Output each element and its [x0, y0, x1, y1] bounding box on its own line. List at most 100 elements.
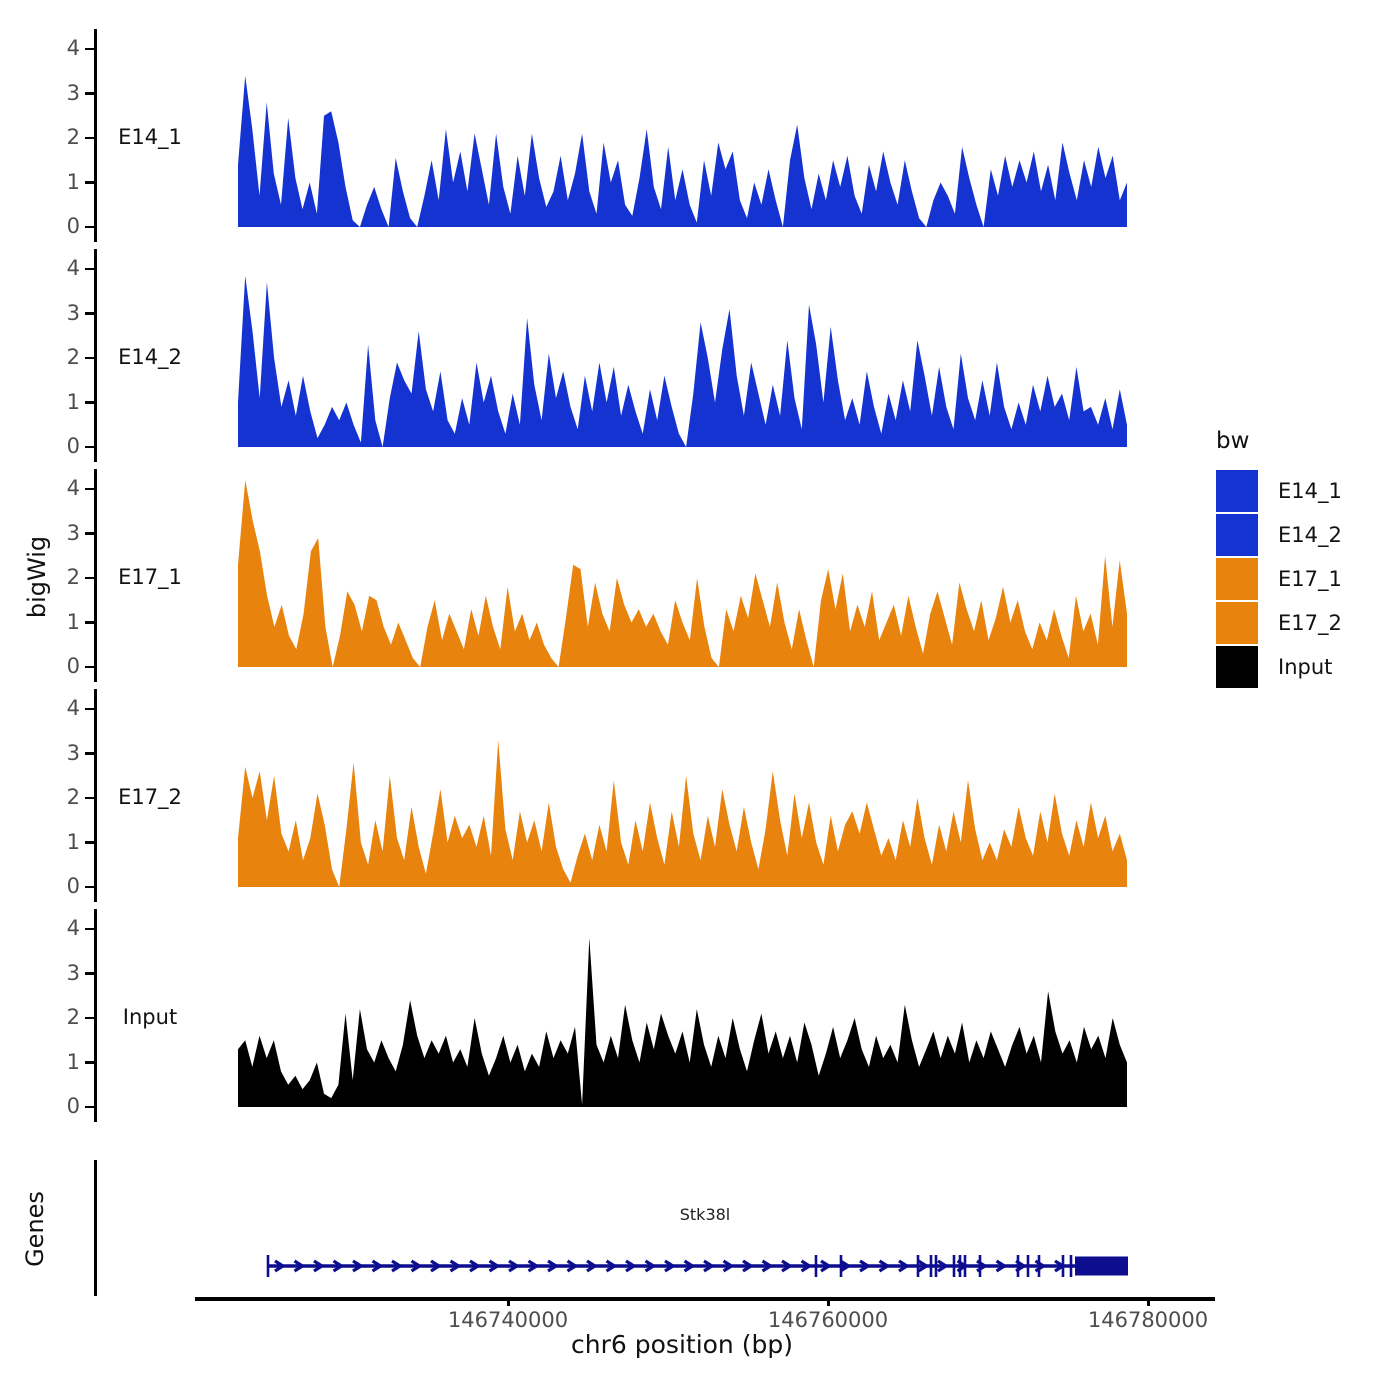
gene-name-label: Stk38l — [679, 1205, 731, 1224]
legend-swatch — [1216, 514, 1258, 556]
signal-area-Input — [238, 937, 1127, 1107]
exon-tick — [266, 1255, 270, 1277]
legend-item: E17_2 — [1216, 602, 1342, 644]
strand-arrow-icon — [742, 1259, 755, 1273]
y-tick-label: 0 — [66, 1094, 80, 1118]
facet-y-axis-line — [94, 469, 97, 682]
y-tick-mark — [85, 136, 94, 140]
x-tick-label: 146740000 — [447, 1308, 569, 1332]
y-tick-label: 2 — [66, 345, 80, 369]
exon-tick — [934, 1255, 938, 1277]
strand-arrow-icon — [839, 1259, 852, 1273]
legend-item-label: E17_2 — [1278, 611, 1342, 635]
track-label: E14_2 — [118, 345, 182, 369]
strand-arrow-icon — [937, 1259, 950, 1273]
exon-tick — [963, 1255, 967, 1277]
legend-item: E14_2 — [1216, 514, 1342, 556]
strand-arrow-icon — [391, 1259, 404, 1273]
y-tick-label: 1 — [66, 169, 80, 194]
strand-arrow-icon — [430, 1259, 443, 1273]
strand-arrow-icon — [410, 1259, 423, 1273]
strand-arrow-icon — [625, 1259, 638, 1273]
x-tick-mark — [506, 1297, 510, 1306]
strand-arrow-icon — [917, 1259, 930, 1273]
y-tick-mark — [85, 576, 94, 580]
y-tick-label: 1 — [66, 829, 80, 854]
y-tick-mark — [85, 665, 94, 669]
y-tick-label: 2 — [66, 565, 80, 589]
y-tick-label: 1 — [66, 609, 80, 634]
strand-arrow-icon — [313, 1259, 326, 1273]
strand-arrow-icon — [820, 1259, 833, 1273]
legend-item-label: E17_1 — [1278, 567, 1342, 591]
legend-swatch — [1216, 558, 1258, 600]
exon-tick — [1026, 1255, 1030, 1277]
strand-arrow-icon — [352, 1259, 365, 1273]
y-tick-mark — [85, 312, 94, 315]
strand-arrow-icon — [566, 1259, 579, 1273]
y-tick-mark — [85, 621, 94, 624]
y-tick-mark — [85, 1016, 94, 1020]
y-tick-label: 0 — [66, 654, 80, 678]
legend-item: E17_1 — [1216, 558, 1342, 600]
y-tick-mark — [85, 47, 94, 51]
strand-arrow-icon — [781, 1259, 794, 1273]
exon-tick — [916, 1255, 920, 1277]
legend-item: E14_1 — [1216, 470, 1342, 512]
strand-arrow-icon — [488, 1259, 501, 1273]
y-tick-label: 4 — [66, 696, 80, 720]
x-tick-mark — [826, 1297, 830, 1306]
y-tick-mark — [85, 927, 94, 931]
legend-swatch — [1216, 646, 1258, 688]
y-tick-label: 1 — [66, 1049, 80, 1074]
y-tick-label: 0 — [66, 214, 80, 238]
strand-arrow-icon — [293, 1259, 306, 1273]
exon-tick — [952, 1255, 956, 1277]
strand-arrow-icon — [644, 1259, 657, 1273]
y-tick-mark — [85, 92, 94, 95]
y-tick-mark — [85, 885, 94, 889]
strand-arrow-icon — [508, 1259, 521, 1273]
strand-arrow-icon — [332, 1259, 345, 1273]
y-tick-label: 3 — [66, 300, 80, 325]
exon-tick — [1037, 1255, 1041, 1277]
strand-arrow-icon — [449, 1259, 462, 1273]
y-tick-mark — [85, 356, 94, 360]
y-tick-label: 0 — [66, 874, 80, 898]
legend-title: bw — [1216, 428, 1250, 454]
strand-arrow-icon — [469, 1259, 482, 1273]
y-tick-label: 4 — [66, 36, 80, 60]
y-tick-mark — [85, 841, 94, 844]
strand-arrow-icon — [274, 1259, 287, 1273]
exon-tick — [1061, 1255, 1065, 1277]
gene-model-glyph — [266, 1255, 1128, 1277]
y-tick-mark — [85, 487, 94, 491]
y-tick-mark — [85, 752, 94, 755]
facet-y-axis-line — [94, 689, 97, 902]
exon-tick — [814, 1255, 818, 1277]
y-tick-label: 2 — [66, 1005, 80, 1029]
track-label: E17_1 — [118, 565, 182, 589]
strand-arrow-icon — [683, 1259, 696, 1273]
facet-y-axis-line — [94, 249, 97, 462]
strand-arrow-icon — [761, 1259, 774, 1273]
signal-polygon — [238, 937, 1127, 1107]
legend-swatch — [1216, 470, 1258, 512]
legend-swatch — [1216, 602, 1258, 644]
legend-item-label: E14_2 — [1278, 523, 1342, 547]
x-axis-title: chr6 position (bp) — [571, 1330, 793, 1359]
signal-polygon — [238, 275, 1127, 447]
genes-axis-line — [94, 1160, 97, 1296]
terminal-exon-rect — [1075, 1256, 1128, 1276]
legend-items: E14_1 E14_2 E17_1 E17_2 Input — [1216, 470, 1342, 688]
strand-arrow-icon — [527, 1259, 540, 1273]
track-label: E14_1 — [118, 125, 182, 149]
strand-arrow-icon — [898, 1259, 911, 1273]
legend: bw E14_1 E14_2 E17_1 E17_2 Input — [1216, 428, 1342, 690]
strand-arrow-icon — [995, 1259, 1008, 1273]
y-tick-label: 4 — [66, 476, 80, 500]
strand-arrow-icon — [605, 1259, 618, 1273]
y-tick-mark — [85, 225, 94, 229]
signal-polygon — [238, 480, 1127, 667]
